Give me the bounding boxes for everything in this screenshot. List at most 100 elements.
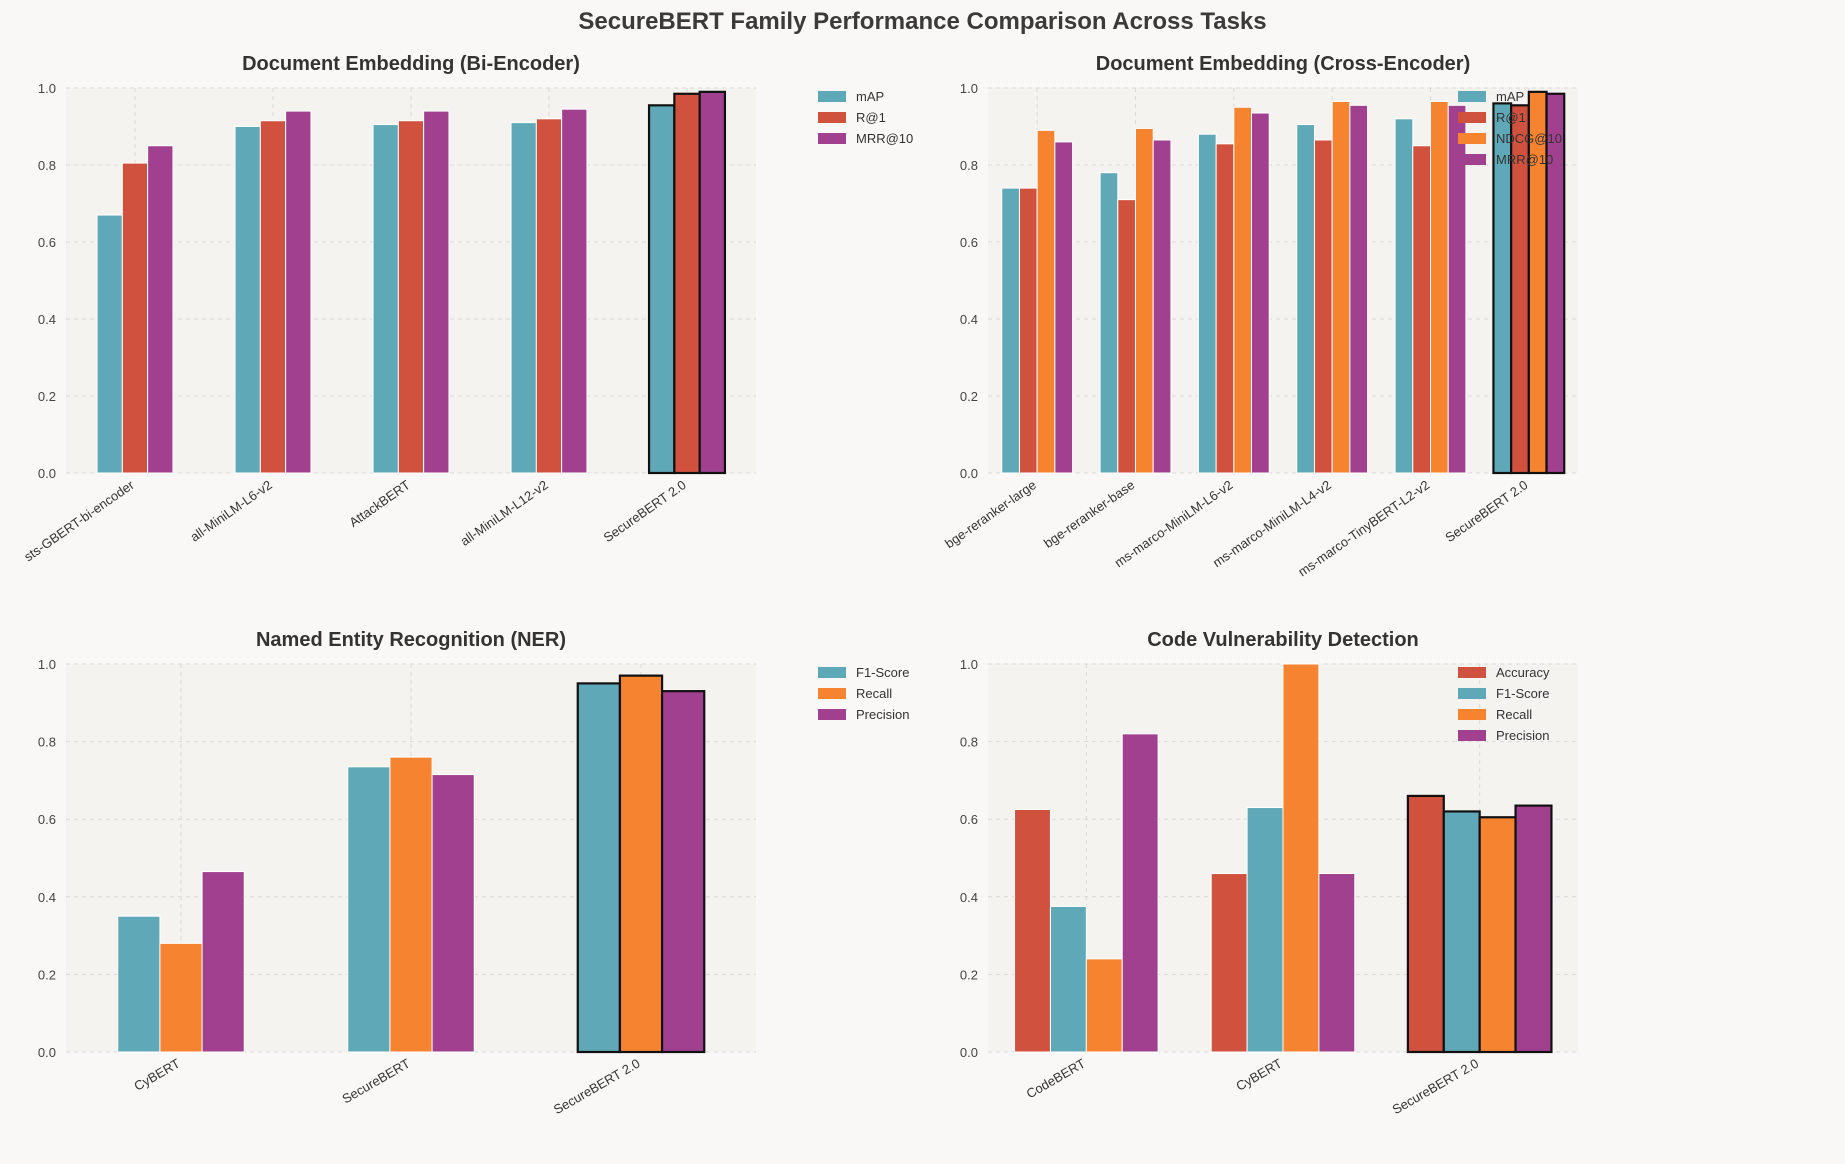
bar-map bbox=[1099, 172, 1119, 474]
bar-r-1 bbox=[1215, 143, 1235, 474]
legend-label: mAP bbox=[856, 89, 884, 104]
bar-mrr-10 bbox=[1054, 141, 1074, 474]
bar-map bbox=[1394, 118, 1414, 474]
x-tick-label: CyBERT bbox=[1233, 1056, 1284, 1094]
x-tick-label: SecureBERT bbox=[339, 1056, 412, 1107]
bar-r-1 bbox=[673, 92, 701, 475]
bar-r-1 bbox=[1412, 145, 1431, 474]
y-tick-label: 0.4 bbox=[38, 890, 56, 905]
bar-mrr-10 bbox=[561, 108, 588, 474]
bar-f1-score bbox=[1442, 810, 1481, 1054]
bar-r-1 bbox=[259, 120, 287, 474]
legend-label: Recall bbox=[1496, 707, 1532, 722]
legend-swatch bbox=[1458, 709, 1486, 720]
bar-map bbox=[1197, 133, 1217, 474]
legend-label: NDCG@10 bbox=[1496, 131, 1562, 146]
bar-mrr-10 bbox=[1349, 104, 1369, 474]
legend-swatch bbox=[1458, 133, 1486, 144]
legend-label: R@1 bbox=[1496, 110, 1526, 125]
bar-accuracy bbox=[1210, 873, 1248, 1053]
y-tick-label: 0.8 bbox=[38, 158, 56, 173]
bar-f1-score bbox=[117, 915, 161, 1053]
bar-mrr-10 bbox=[423, 110, 450, 474]
bar-map bbox=[96, 214, 123, 474]
x-tick-label: all-MiniLM-L6-v2 bbox=[187, 477, 274, 544]
bar-r-1 bbox=[535, 118, 563, 474]
legend-swatch bbox=[818, 112, 846, 123]
legend-label: F1-Score bbox=[856, 665, 909, 680]
y-tick-label: 0.2 bbox=[960, 967, 978, 982]
y-tick-label: 1.0 bbox=[960, 657, 978, 672]
y-tick-label: 0.2 bbox=[960, 389, 978, 404]
bar-r-1 bbox=[397, 120, 425, 474]
y-tick-label: 0.6 bbox=[38, 812, 56, 827]
bar-mrr-10 bbox=[698, 90, 727, 475]
bar-f1-score bbox=[1246, 807, 1284, 1053]
y-tick-label: 0.4 bbox=[960, 312, 978, 327]
bar-f1-score bbox=[576, 682, 622, 1054]
bar-recall bbox=[1478, 816, 1517, 1054]
x-tick-label: CodeBERT bbox=[1024, 1056, 1088, 1102]
bar-ndcg-10 bbox=[1430, 100, 1449, 474]
bar-map bbox=[647, 104, 676, 475]
bar-ndcg-10 bbox=[1331, 100, 1351, 474]
figure-suptitle: SecureBERT Family Performance Comparison… bbox=[578, 8, 1267, 35]
x-tick-label: sts-GBERT-bi-encoder bbox=[21, 477, 137, 565]
y-tick-label: 0.8 bbox=[960, 158, 978, 173]
legend-label: Precision bbox=[1496, 728, 1549, 743]
bar-recall bbox=[1282, 663, 1320, 1053]
legend-label: mAP bbox=[1496, 89, 1524, 104]
bar-mrr-10 bbox=[147, 145, 174, 474]
bar-recall bbox=[1085, 958, 1123, 1053]
y-tick-label: 1.0 bbox=[960, 81, 978, 96]
y-tick-label: 0.6 bbox=[38, 235, 56, 250]
bar-precision bbox=[1318, 873, 1356, 1053]
y-tick-label: 1.0 bbox=[38, 81, 56, 96]
bar-recall bbox=[389, 756, 433, 1053]
bar-recall bbox=[159, 942, 203, 1053]
legend-swatch bbox=[1458, 91, 1486, 102]
bar-accuracy bbox=[1014, 809, 1051, 1053]
x-tick-label: SecureBERT 2.0 bbox=[1442, 477, 1530, 545]
chart-title: Named Entity Recognition (NER) bbox=[256, 629, 566, 651]
x-tick-label: SecureBERT 2.0 bbox=[601, 477, 689, 545]
bar-map bbox=[234, 126, 261, 474]
bar-f1-score bbox=[1049, 906, 1087, 1053]
x-tick-label: all-MiniLM-L12-v2 bbox=[457, 477, 550, 549]
chart-ner: Named Entity Recognition (NER) 0.0 0.2 0.4 0… bbox=[38, 629, 910, 1117]
bar-map bbox=[372, 124, 399, 474]
bar-mrr-10 bbox=[1152, 139, 1172, 474]
bar-r-1 bbox=[1117, 199, 1137, 474]
legend-label: Precision bbox=[856, 707, 909, 722]
bar-map bbox=[1001, 187, 1020, 474]
legend-label: R@1 bbox=[856, 110, 886, 125]
bar-precision bbox=[660, 690, 706, 1054]
y-tick-label: 1.0 bbox=[38, 657, 56, 672]
y-tick-label: 0.2 bbox=[38, 967, 56, 982]
x-tick-label: CyBERT bbox=[131, 1056, 182, 1094]
bar-recall bbox=[618, 674, 664, 1054]
bar-r-1 bbox=[121, 162, 149, 474]
bar-accuracy bbox=[1406, 794, 1445, 1054]
bar-mrr-10 bbox=[285, 110, 312, 474]
legend-swatch bbox=[818, 688, 846, 699]
chart-bi-encoder: Document Embedding (Bi-Encoder) 0.0 0.2 0.4… bbox=[21, 53, 913, 565]
bar-precision bbox=[431, 774, 475, 1053]
y-tick-label: 0.8 bbox=[38, 735, 56, 750]
bar-ndcg-10 bbox=[1233, 106, 1253, 474]
y-tick-label: 0.0 bbox=[38, 1045, 56, 1060]
legend-swatch bbox=[818, 91, 846, 102]
y-tick-label: 0.0 bbox=[960, 466, 978, 481]
legend-label: F1-Score bbox=[1496, 686, 1549, 701]
chart-code-vulnerability: Code Vulnerability Detection 0.0 0.2 0.4 0.6… bbox=[960, 629, 1578, 1117]
bar-precision bbox=[201, 871, 245, 1053]
legend-label: Recall bbox=[856, 686, 892, 701]
y-tick-label: 0.0 bbox=[960, 1045, 978, 1060]
legend-swatch bbox=[818, 667, 846, 678]
bar-ndcg-10 bbox=[1135, 127, 1154, 474]
legend-swatch bbox=[1458, 667, 1486, 678]
x-tick-label: AttackBERT bbox=[346, 477, 412, 530]
y-tick-label: 0.8 bbox=[960, 735, 978, 750]
x-tick-label: bge-reranker-base bbox=[1041, 477, 1137, 551]
